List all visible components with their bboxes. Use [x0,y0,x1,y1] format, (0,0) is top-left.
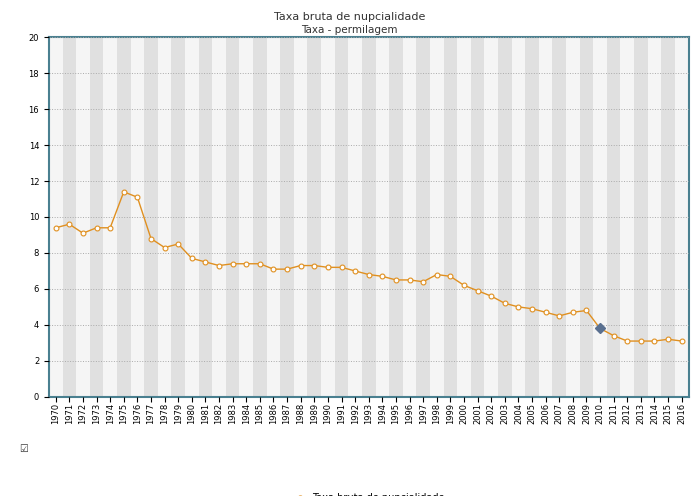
Bar [648,37,661,397]
Bar [675,37,689,397]
Bar [593,37,607,397]
Bar [661,37,675,397]
Bar [89,37,103,397]
Bar [348,37,362,397]
Bar [117,37,131,397]
Text: ☑: ☑ [20,444,29,454]
Bar [579,37,593,397]
Bar [403,37,417,397]
Bar [430,37,444,397]
Bar [294,37,308,397]
Bar [539,37,552,397]
Bar [471,37,484,397]
Bar [308,37,321,397]
Bar [321,37,335,397]
Text: Taxa - permilagem: Taxa - permilagem [301,25,398,35]
Bar [212,37,226,397]
Bar [621,37,634,397]
Bar [375,37,389,397]
Bar [240,37,253,397]
Bar [498,37,512,397]
Bar [457,37,471,397]
Bar [158,37,171,397]
Bar [444,37,457,397]
Bar [607,37,621,397]
Bar [253,37,266,397]
Bar [199,37,212,397]
Bar [389,37,403,397]
Bar [417,37,430,397]
Bar [552,37,566,397]
Bar [103,37,117,397]
Bar [335,37,348,397]
Text: Taxa bruta de nupcialidade: Taxa bruta de nupcialidade [274,12,425,22]
Bar [144,37,158,397]
Bar [280,37,294,397]
Bar [362,37,375,397]
Bar [226,37,240,397]
Bar [525,37,539,397]
Bar [634,37,648,397]
Bar [62,37,76,397]
Legend: Taxa bruta de nupcialidade: Taxa bruta de nupcialidade [289,489,449,496]
Bar [566,37,579,397]
Bar [266,37,280,397]
Bar [484,37,498,397]
Bar [171,37,185,397]
Bar [131,37,144,397]
Bar [185,37,199,397]
Bar [512,37,525,397]
Bar [76,37,89,397]
Bar [49,37,62,397]
